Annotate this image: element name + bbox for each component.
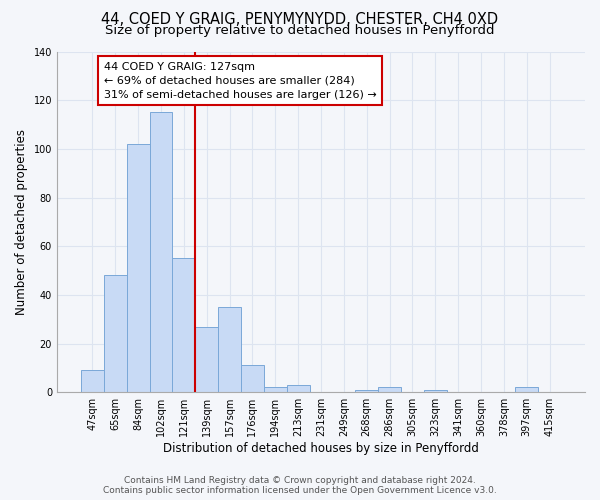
Bar — [81, 370, 104, 392]
Y-axis label: Number of detached properties: Number of detached properties — [15, 129, 28, 315]
Text: 44, COED Y GRAIG, PENYMYNYDD, CHESTER, CH4 0XD: 44, COED Y GRAIG, PENYMYNYDD, CHESTER, C… — [101, 12, 499, 28]
Bar — [241, 366, 264, 392]
Bar — [104, 276, 127, 392]
Text: 44 COED Y GRAIG: 127sqm
← 69% of detached houses are smaller (284)
31% of semi-d: 44 COED Y GRAIG: 127sqm ← 69% of detache… — [104, 62, 377, 100]
Bar — [515, 388, 538, 392]
Bar — [287, 385, 310, 392]
Bar — [218, 307, 241, 392]
Text: Size of property relative to detached houses in Penyffordd: Size of property relative to detached ho… — [105, 24, 495, 37]
Bar — [378, 388, 401, 392]
Bar — [149, 112, 172, 392]
Bar — [195, 326, 218, 392]
Bar — [127, 144, 149, 392]
Bar — [424, 390, 446, 392]
Bar — [264, 388, 287, 392]
Text: Contains HM Land Registry data © Crown copyright and database right 2024.
Contai: Contains HM Land Registry data © Crown c… — [103, 476, 497, 495]
Bar — [172, 258, 195, 392]
X-axis label: Distribution of detached houses by size in Penyffordd: Distribution of detached houses by size … — [163, 442, 479, 455]
Bar — [355, 390, 378, 392]
